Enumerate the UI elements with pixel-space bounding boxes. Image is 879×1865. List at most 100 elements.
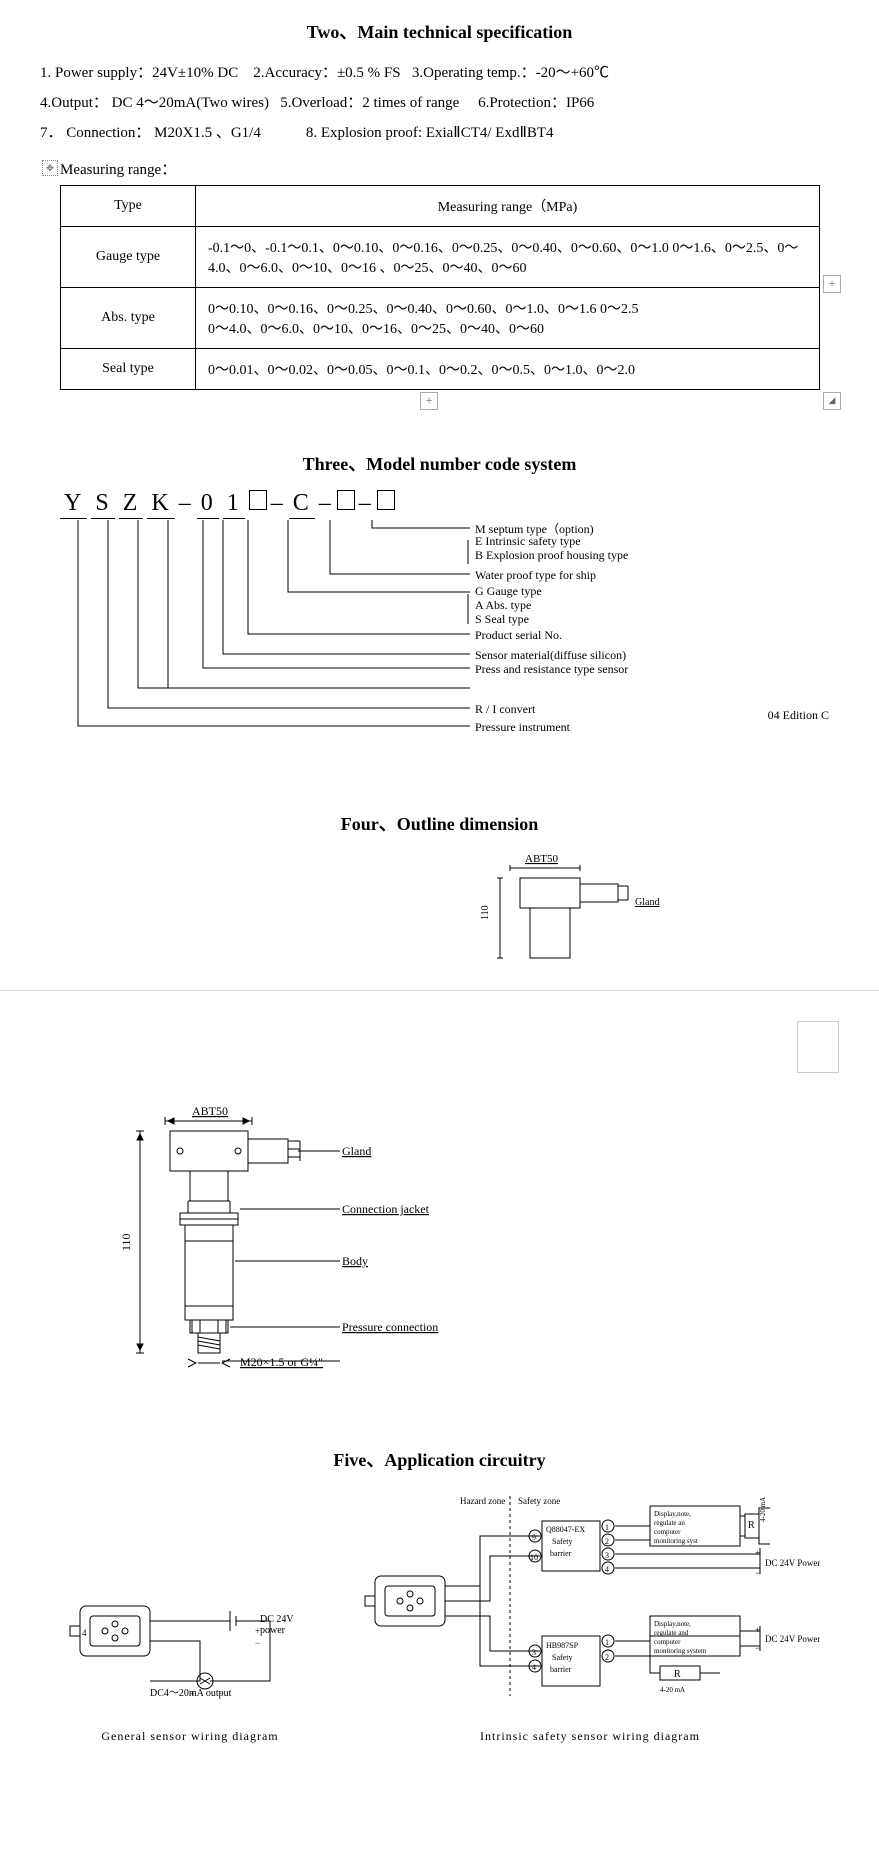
section-five-title: Five、Application circuitry [40,1446,839,1472]
label-r2: R [674,1669,681,1680]
code-S: S [91,490,114,519]
section-four-title: Four、Outline dimension [40,810,839,836]
legend-e: E Intrinsic safety type [475,534,581,549]
table-row: Abs. type 0～0.10、0～0.16、0～0.25、0～0.40、0～… [61,288,820,349]
code-Y: Y [60,490,87,519]
intrinsic-caption: Intrinsic safety sensor wiring diagram [360,1729,820,1744]
svg-text:+: + [755,1548,760,1558]
code-dash1: – [179,490,193,517]
label-mon1b: regulate an [654,1519,685,1527]
measuring-range-label: ✥ Measuring range： [60,158,839,179]
code-1: 1 [223,490,245,519]
measuring-range-table: Type Measuring range（MPa) Gauge type -0.… [60,185,820,390]
label-mon2c: computer [654,1638,681,1646]
label-barrier1c: barrier [550,1549,572,1558]
legend-pressure-inst: Pressure instrument [475,720,570,735]
label-body: Body [342,1254,368,1268]
svg-text:3: 3 [532,1648,536,1657]
add-column-icon[interactable]: + [823,275,841,293]
dim-abt50: ABT50 [192,1104,228,1118]
svg-text:3: 3 [605,1551,609,1560]
code-dash3: – [319,490,333,517]
code-box2 [337,490,355,510]
label-hazard: Hazard zone [460,1496,505,1506]
label-power2: DC 24V Power [765,1634,820,1644]
outline-partial: ABT50 110 Gland [440,850,839,970]
cell-gauge-type: Gauge type [61,227,196,288]
svg-text:−: − [755,1568,760,1578]
spec-line-3: 7． Connection： M20X1.5 、G1/4 8. Explosio… [40,118,839,148]
edition-label: 04 Edition C [768,708,829,723]
label-power: power [260,1625,286,1636]
svg-text:4: 4 [532,1663,536,1672]
svg-text:4: 4 [82,1628,87,1638]
legend-waterproof: Water proof type for ship [475,568,596,583]
intrinsic-circuit: 9 10 1 2 3 4 + − [360,1486,820,1744]
move-handle-icon[interactable]: ✥ [42,160,58,176]
table-header-type: Type [61,186,196,227]
legend-serial: Product serial No. [475,628,562,643]
svg-text:−: − [755,1643,760,1653]
spec-line-1: 1. Power supply：24V±10% DC 2.Accuracy：±0… [40,58,839,88]
legend-material: Sensor material(diffuse silicon) [475,648,626,663]
dim-110: 110 [119,1233,133,1251]
general-circuit: 4 + − + − DC 24V power [60,1546,320,1744]
code-Z: Z [119,490,144,519]
label-mon2d: monitoring system [654,1647,707,1655]
corner-mark [797,1021,839,1073]
label-jacket: Connection jacket [342,1202,430,1216]
dim-110-top: 110 [480,905,491,920]
code-0: 0 [197,490,219,519]
svg-text:10: 10 [530,1553,538,1562]
resize-handle-icon[interactable]: ◢ [823,392,841,410]
spec-2: 2.Accuracy：±0.5 % FS [253,65,400,81]
spec-6: 6.Protection：IP66 [478,95,594,111]
spec-line-2: 4.Output： DC 4～20mA(Two wires) 5.Overloa… [40,88,839,118]
label-barrier2b: Safety [552,1653,572,1662]
svg-text:2: 2 [605,1653,609,1662]
svg-text:2: 2 [605,1537,609,1546]
spec-4: 4.Output： DC 4～20mA(Two wires) [40,95,269,111]
code-leader-lines [60,518,879,748]
cell-abs-range: 0～0.10、0～0.16、0～0.25、0～0.40、0～0.60、0～1.0… [196,288,820,349]
label-ma1: 4-20 mA [759,1497,767,1522]
cell-abs-type: Abs. type [61,288,196,349]
application-circuitry: 4 + − + − DC 24V power [60,1486,819,1744]
section-two-title: Two、Main technical specification [40,18,839,44]
label-gland: Gland [342,1144,371,1158]
table-header-range: Measuring range（MPa) [196,186,820,227]
code-C: C [289,490,315,519]
legend-sseal: S Seal type [475,612,529,627]
legend-b: B Explosion proof housing type [475,548,628,563]
cell-seal-type: Seal type [61,349,196,390]
label-dc24v: DC 24V [260,1614,294,1625]
svg-text:+: + [755,1625,760,1635]
section-three-title: Three、Model number code system [40,450,839,476]
legend-ri: R / I convert [475,702,535,717]
spec-3: 3.Operating temp.：-20～+60℃ [412,65,609,81]
legend-a: A Abs. type [475,598,531,613]
model-code-diagram: Y S Z K – 0 1 – C – – [40,490,839,750]
code-letters: Y S Z K – 0 1 – C – – [60,490,395,519]
label-r1: R [748,1520,755,1531]
dim-abt50-top: ABT50 [525,853,559,865]
label-mon2b: regulate and [654,1629,689,1637]
spec-1: 1. Power supply：24V±10% DC [40,65,238,81]
label-press-conn: Pressure connection [342,1320,438,1334]
label-thread: M20×1.5 or G¼″ [240,1355,323,1369]
label-gland-top: Gland [635,897,659,908]
general-caption: General sensor wiring diagram [60,1729,320,1744]
code-K: K [147,490,174,519]
outline-dimension-drawing: ABT50 [80,1101,839,1406]
code-dash2: – [271,490,285,517]
svg-text:1: 1 [605,1523,609,1532]
code-dash4: – [359,490,373,517]
spec-5: 5.Overload：2 times of range [280,95,459,111]
label-power1: DC 24V Power [765,1558,820,1568]
range-label-text: Measuring range： [60,162,176,178]
label-ma2: 4-20 mA [660,1686,685,1694]
add-row-icon[interactable]: + [420,392,438,410]
label-barrier2c: barrier [550,1665,572,1674]
table-row: Seal type 0～0.01、0～0.02、0～0.05、0～0.1、0～0… [61,349,820,390]
spec-7: 7． Connection： M20X1.5 、G1/4 [40,125,261,141]
